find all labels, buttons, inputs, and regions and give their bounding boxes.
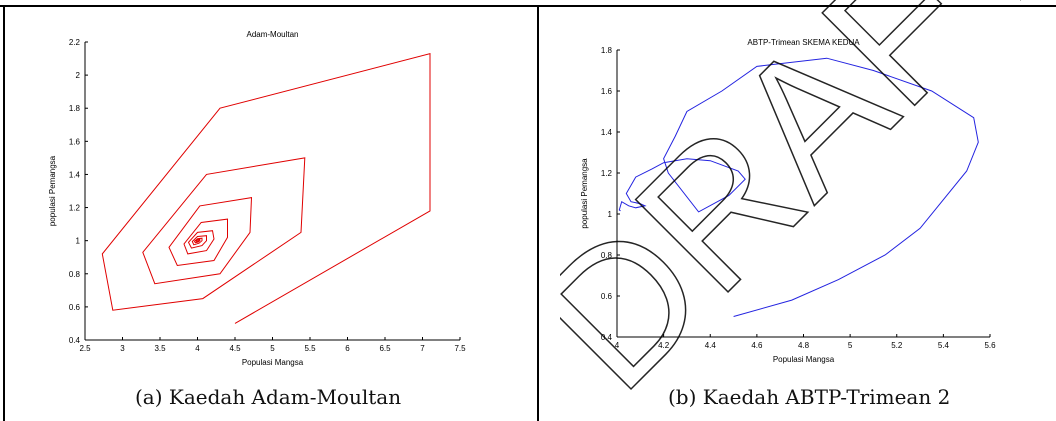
x-tick-label: 2.5: [79, 344, 91, 353]
x-tick-label: 7: [420, 344, 425, 353]
x-tick-label: 4.6: [751, 341, 763, 350]
x-tick-label: 6.5: [379, 344, 391, 353]
y-tick-label: 1.4: [69, 170, 81, 179]
x-tick-label: 4.8: [798, 341, 810, 350]
x-tick-label: 7.5: [454, 344, 466, 353]
y-tick-label: 1.8: [601, 46, 613, 55]
table-top-border: [0, 5, 1056, 7]
y-tick-label: 0.4: [69, 336, 81, 345]
y-tick-label: 2: [76, 71, 81, 80]
x-tick-label: 6: [345, 344, 350, 353]
x-tick-label: 4.5: [229, 344, 241, 353]
y-axis-label: populasi Pemangsa: [48, 155, 57, 226]
caption-a: (a) Kaedah Adam-Moultan: [135, 385, 402, 409]
y-tick-label: 1.2: [601, 169, 613, 178]
x-tick-label: 5: [848, 341, 853, 350]
chart-title: Adam-Moultan: [246, 30, 298, 39]
x-tick-label: 4.2: [658, 341, 670, 350]
x-axis-label: Populasi Mangsa: [242, 358, 304, 367]
x-tick-label: 4: [615, 341, 620, 350]
x-tick-label: 5.2: [891, 341, 903, 350]
y-tick-label: 1.8: [69, 104, 81, 113]
x-tick-label: 5: [270, 344, 275, 353]
y-tick-label: 1.6: [69, 137, 81, 146]
adam-moultan-chart: Adam-Moultan 2.5 3 3.5 4 4.5 5 5.5 6 6.5 7 7.5 0.4 0.…: [48, 30, 466, 367]
y-tick-label: 1.6: [601, 87, 613, 96]
y-tick-label: 0.8: [69, 270, 81, 279]
x-tick-label: 5.5: [304, 344, 316, 353]
caption-b: (b) Kaedah ABTP-Trimean 2: [668, 385, 951, 409]
x-axis-label: Populasi Mangsa: [773, 355, 835, 364]
series-line: [101, 52, 431, 324]
x-tick-label: 4.4: [705, 341, 717, 350]
table-corner-mark: [537, 5, 539, 15]
table-corner-mark: [3, 5, 5, 15]
x-tick-label: 3: [120, 344, 125, 353]
x-tick-label: 3.5: [154, 344, 166, 353]
y-tick-label: 1: [76, 237, 81, 246]
x-tick-label: 5.4: [938, 341, 950, 350]
x-tick-label: 5.6: [984, 341, 996, 350]
y-axis-label: populasi Pemangsa: [580, 158, 589, 229]
table-middle-border: [537, 5, 539, 421]
y-tick-label: 2.2: [69, 38, 81, 47]
y-tick-label: 0.6: [601, 292, 613, 301]
chart-title: ABTP-Trimean SKEMA KEDUA: [747, 38, 860, 47]
table-left-border: [3, 5, 5, 421]
y-tick-label: 0.6: [69, 303, 81, 312]
y-tick-label: 1.4: [601, 128, 613, 137]
y-tick-label: 1.2: [69, 204, 81, 213]
series-line: [618, 57, 979, 317]
y-tick-label: 0.4: [601, 333, 613, 342]
abtp-trimean-chart: ABTP-Trimean SKEMA KEDUA 4 4.2 4.4 4.6 4.8 5 5.…: [580, 38, 996, 364]
y-tick-label: 0.8: [601, 251, 613, 260]
y-tick-label: 1: [608, 210, 613, 219]
x-tick-label: 4: [195, 344, 200, 353]
